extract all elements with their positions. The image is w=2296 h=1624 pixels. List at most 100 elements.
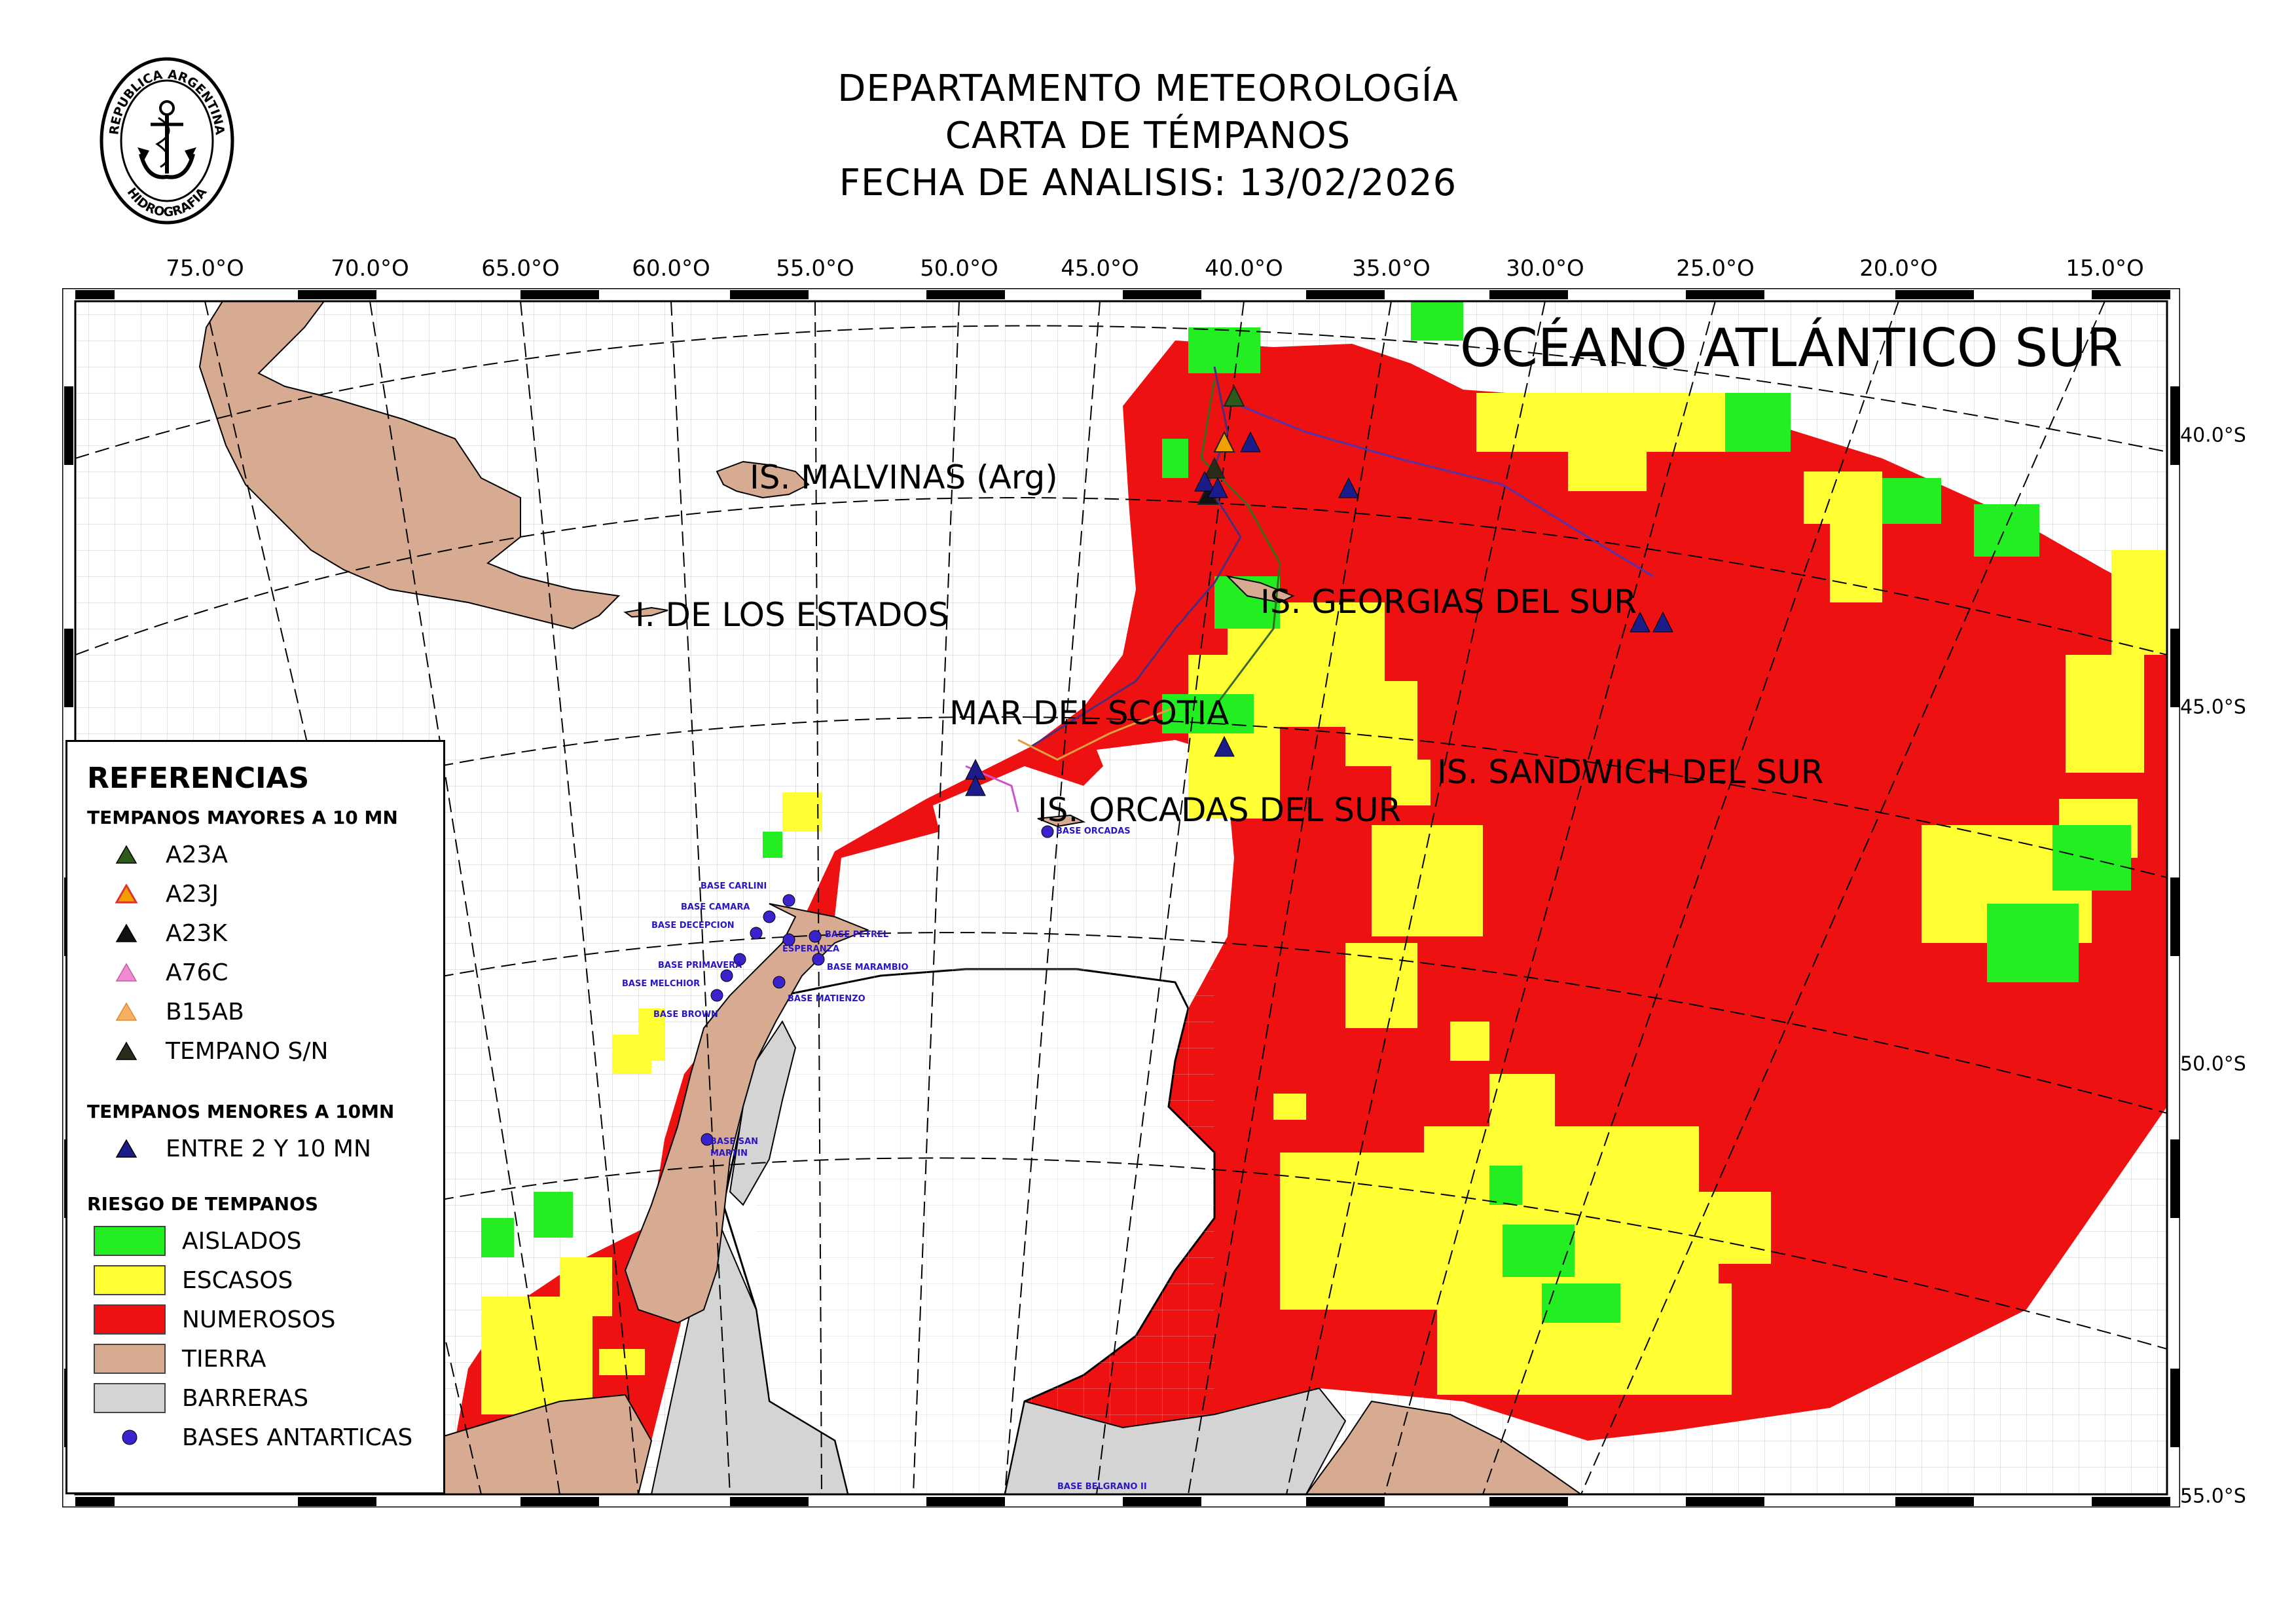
lon-label: 65.0°O <box>481 255 560 282</box>
color-swatch <box>94 1265 166 1295</box>
lon-label: 40.0°O <box>1205 255 1283 282</box>
base-marker <box>782 894 795 907</box>
base-marker <box>773 976 786 989</box>
legend-item-a23j: A23J <box>87 874 424 913</box>
legend-label: TEMPANO S/N <box>166 1037 329 1065</box>
estados-label: I. DE LOS ESTADOS <box>635 596 949 634</box>
legend-label: A23A <box>166 841 228 868</box>
base-marker <box>750 927 763 940</box>
iceberg-a23j-marker <box>1213 430 1235 452</box>
lat-label: 40.0°S <box>2180 424 2246 447</box>
antarctic-base-markers <box>701 825 1054 1146</box>
color-swatch <box>94 1383 166 1413</box>
base-marker <box>763 910 776 923</box>
malvinas-label: IS. MALVINAS (Arg) <box>750 458 1058 496</box>
lon-label: 30.0°O <box>1506 255 1584 282</box>
legend-section-large: TEMPANOS MAYORES A 10 MN <box>87 807 398 828</box>
base-label: BASE MATIENZO <box>788 994 866 1004</box>
legend-label: A76C <box>166 959 228 986</box>
georgias-label: IS. GEORGIAS DEL SUR <box>1260 583 1637 621</box>
scotia-label: MAR DEL SCOTIA <box>949 694 1230 732</box>
small-iceberg-markers <box>965 431 1673 796</box>
base-label: BASE DECEPCION <box>651 921 735 931</box>
legend-panel: REFERENCIAS TEMPANOS MAYORES A 10 MN A23… <box>65 740 445 1494</box>
color-swatch <box>94 1344 166 1374</box>
antarctica <box>258 968 1582 1494</box>
base-label: BASE ORCADAS <box>1056 826 1131 836</box>
color-swatch <box>94 1304 166 1335</box>
lat-label: 55.0°S <box>2180 1485 2246 1508</box>
analysis-date: FECHA DE ANALISIS: 13/02/2026 <box>839 162 1457 204</box>
base-label: BASE CAMARA <box>681 902 750 912</box>
legend-label: B15AB <box>166 998 244 1025</box>
base-marker <box>733 953 746 966</box>
legend-label: ENTRE 2 Y 10 MN <box>166 1135 371 1162</box>
base-label: BASE MARAMBIO <box>827 963 909 972</box>
malvinas-islands <box>716 460 810 499</box>
base-marker <box>1041 825 1054 838</box>
lon-label: 60.0°O <box>632 255 710 282</box>
legend-item-small-iceberg: ENTRE 2 Y 10 MN <box>87 1129 424 1168</box>
legend-section-risk: RIESGO DE TEMPANOS <box>87 1193 319 1215</box>
south-america-land <box>198 301 621 630</box>
base-label: BASE SAN <box>710 1137 759 1147</box>
base-label: ESPERANZA <box>782 944 840 954</box>
hydrography-seal-logo: REPUBLICA ARGENTINA HIDROGRAFIA <box>98 56 236 226</box>
triangle-icon <box>115 1041 137 1060</box>
legend-label: TIERRA <box>182 1345 266 1373</box>
small-iceberg-marker <box>965 775 986 796</box>
legend-label: ESCASOS <box>182 1266 293 1294</box>
isla-estados <box>623 606 668 618</box>
legend-item-tempano-sn: TEMPANO S/N <box>87 1031 424 1071</box>
triangle-icon <box>115 963 137 982</box>
department-title: DEPARTAMENTO METEOROLOGÍA <box>837 67 1459 110</box>
lon-label: 55.0°O <box>776 255 854 282</box>
small-iceberg-marker <box>1194 470 1215 492</box>
base-label: BASE BELGRANO II <box>1057 1482 1147 1492</box>
legend-label: NUMEROSOS <box>182 1306 336 1333</box>
antarctic-peninsula <box>624 903 869 1324</box>
small-iceberg-marker <box>1652 611 1673 633</box>
lon-label: 70.0°O <box>331 255 409 282</box>
legend-item-escasos: ESCASOS <box>87 1261 424 1300</box>
base-marker <box>809 930 822 943</box>
risk-aislados-area <box>141 301 2131 1323</box>
antarctica-land <box>1305 1400 1582 1494</box>
lon-label: 20.0°O <box>1859 255 1938 282</box>
ocean-label: OCÉANO ATLÁNTICO SUR <box>1460 318 2123 378</box>
lon-label: 35.0°O <box>1352 255 1430 282</box>
legend-item-aislados: AISLADOS <box>87 1221 424 1261</box>
lon-label: 25.0°O <box>1676 255 1755 282</box>
legend-section-small: TEMPANOS MENORES A 10MN <box>87 1101 395 1122</box>
base-label: BASE MELCHIOR <box>622 979 701 989</box>
color-swatch <box>94 1226 166 1256</box>
legend-title: REFERENCIAS <box>87 762 310 795</box>
small-iceberg-marker <box>1240 431 1261 452</box>
sandwich-label: IS. SANDWICH DEL SUR <box>1437 753 1824 791</box>
base-marker <box>701 1133 714 1146</box>
triangle-icon <box>115 845 137 864</box>
triangle-icon <box>115 1002 137 1021</box>
legend-item-a23k: A23K <box>87 913 424 953</box>
legend-item-a23a: A23A <box>87 835 424 874</box>
chart-title: CARTA DE TÉMPANOS <box>945 115 1351 157</box>
base-label: MARTIN <box>710 1149 748 1158</box>
triangle-icon <box>115 923 137 942</box>
map-scale-bar <box>64 290 2179 1506</box>
ice-barrier <box>1004 1387 1347 1494</box>
lon-label: 15.0°O <box>2066 255 2144 282</box>
iceberg-a23a-marker <box>1223 384 1245 407</box>
triangle-icon <box>115 1139 137 1158</box>
base-label: BASE PRIMAVERA <box>658 961 742 970</box>
base-marker <box>812 953 825 966</box>
legend-label: A23K <box>166 919 228 947</box>
lat-label: 45.0°S <box>2180 695 2246 719</box>
iceberg-tempano-sn-marker <box>1203 456 1226 479</box>
legend-item-barreras: BARRERAS <box>87 1378 424 1418</box>
lon-label: 50.0°O <box>920 255 998 282</box>
base-label: BASE BROWN <box>653 1010 718 1020</box>
legend-label: A23J <box>166 880 219 908</box>
orcadas-label: IS. ORCADAS DEL SUR <box>1038 791 1402 829</box>
small-iceberg-marker <box>1338 477 1359 498</box>
legend-item-numerosos: NUMEROSOS <box>87 1300 424 1339</box>
